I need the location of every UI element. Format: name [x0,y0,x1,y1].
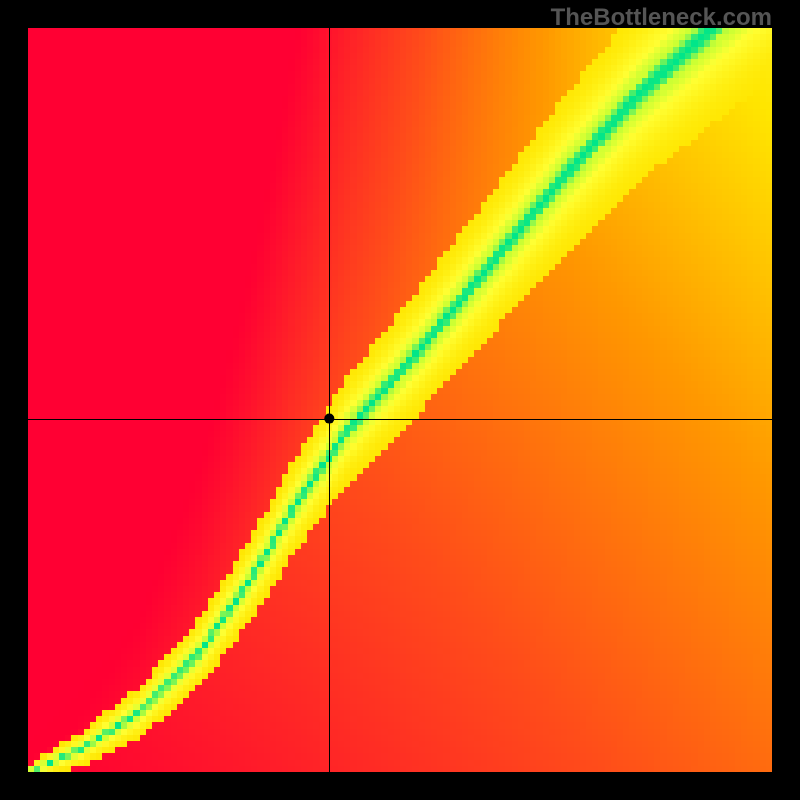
watermark-text: TheBottleneck.com [551,4,772,32]
bottleneck-heatmap [28,28,772,772]
